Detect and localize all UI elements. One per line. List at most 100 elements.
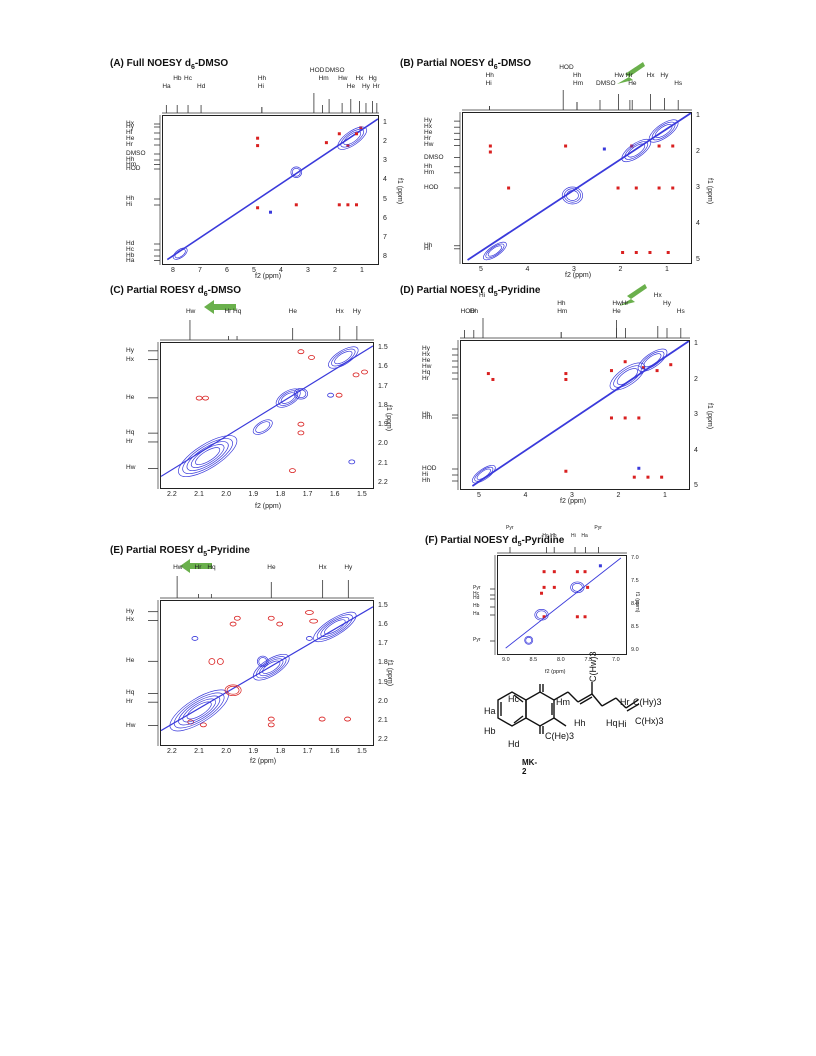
- contour-ring: [295, 389, 307, 399]
- negative-crosspeak: [564, 469, 568, 473]
- panel-e-ytick: 1.6: [378, 621, 388, 629]
- contour-ring: [561, 186, 583, 205]
- panel-b-xtick: 5: [479, 266, 483, 273]
- panel-d-left-label: Hm: [422, 414, 433, 421]
- panel-b-xtick: 1: [665, 266, 669, 273]
- contour-ring: [654, 124, 673, 138]
- panel-f-left-label: Ha: [473, 611, 480, 617]
- negative-crosspeak: [352, 372, 360, 378]
- panel-f-xlabel: f2 (ppm): [545, 669, 566, 675]
- panel-f-ytick: 9.0: [631, 647, 639, 653]
- contour-ring: [524, 635, 534, 645]
- panel-c-top-label: Hy: [352, 308, 361, 315]
- panel-a-left-label: Ha: [126, 256, 135, 264]
- panel-b-ytick: 3: [696, 184, 700, 191]
- panel-a-top-trace: [162, 93, 379, 114]
- panel-f-xtick: 9.0: [502, 657, 510, 663]
- positive-crosspeak: [348, 459, 356, 465]
- panel-e-title: (E) Partial ROESY d5-Pyridine: [110, 545, 250, 558]
- contour-ring: [334, 350, 353, 365]
- contour-ring: [340, 128, 365, 148]
- panel-d-left-label: Hy: [422, 345, 430, 352]
- negative-crosspeak: [346, 144, 350, 148]
- panel-a-top-label: Hr: [372, 83, 380, 90]
- struct-hi: Hi: [618, 719, 627, 729]
- panel-b-ytick: 1: [696, 112, 700, 119]
- panel-b-top-label: Hh: [485, 72, 494, 79]
- panel-f-left-label: Pyr: [473, 637, 481, 643]
- contour-ring: [278, 390, 299, 406]
- green-arrow-icon: [204, 300, 236, 314]
- panel-d-xtick: 2: [616, 492, 621, 499]
- contour-ring: [643, 353, 662, 368]
- contour-ring: [328, 346, 359, 369]
- panel-b-left-label: Hx: [424, 123, 432, 131]
- panel-c-left-label: Hx: [126, 355, 134, 363]
- positive-crosspeak: [327, 392, 335, 398]
- negative-crosspeak: [507, 186, 511, 190]
- panel-d-top-label: HOD: [460, 308, 476, 315]
- panel-a-title: (A) Full NOESY d6-DMSO: [110, 58, 229, 71]
- panel-c-xtick: 2.0: [221, 491, 232, 498]
- panel-f-ytick: 8.0: [631, 601, 639, 607]
- negative-crosspeak: [256, 144, 260, 148]
- panel-a-top-label: Hg: [368, 75, 377, 82]
- panel-f-plot: [497, 555, 627, 655]
- negative-crosspeak: [297, 430, 305, 436]
- contour-ring: [609, 362, 646, 391]
- contour-ring: [291, 167, 301, 177]
- molecule-drawing: [497, 682, 640, 734]
- contour-ring: [534, 609, 549, 621]
- contour-ring: [621, 138, 652, 163]
- panel-d-top-label: He: [612, 308, 621, 315]
- diagonal-peak-line: [471, 341, 689, 487]
- panel-c-ytick: 2.2: [378, 479, 388, 486]
- diagonal-peak-line: [505, 557, 622, 649]
- panel-a-ylabel: f1 (ppm): [396, 178, 403, 205]
- panel-b-top-label: Hy: [660, 72, 669, 79]
- negative-crosspeak: [641, 366, 645, 370]
- panel-e-xtick: 1.8: [275, 748, 286, 755]
- panel-a-left-label: Hh: [126, 195, 135, 202]
- panel-b-left-label: Hi: [424, 244, 431, 252]
- contour-ring: [648, 119, 679, 143]
- panel-f-top-label: Hb: [550, 533, 557, 539]
- contour-ring: [331, 348, 356, 367]
- panel-f-ytick: 7.5: [631, 578, 639, 584]
- panel-c-xlabel: f2 (ppm): [255, 503, 282, 510]
- panel-d-top-label: Hx: [653, 292, 662, 299]
- struct-hh: Hh: [574, 718, 586, 728]
- panel-e-xtick: 1.5: [357, 748, 367, 755]
- struct-hc: Hc: [508, 694, 519, 704]
- panel-c-left-label: Hw: [126, 464, 136, 472]
- panel-d-xlabel: f2 (ppm): [560, 498, 587, 505]
- panel-e-ytick: 2.2: [378, 736, 388, 743]
- contour-ring: [525, 636, 533, 644]
- contour-ring: [186, 701, 212, 720]
- negative-crosspeak: [308, 355, 315, 360]
- contour-ring: [320, 616, 350, 637]
- panel-b-left-label: DMSO: [424, 153, 444, 161]
- panel-b-xtick: 3: [572, 266, 576, 273]
- panel-c-ytick: 1.7: [378, 382, 388, 390]
- panel-e-ytick: 1.7: [378, 640, 388, 648]
- panel-a-ytick: 5: [383, 195, 387, 203]
- contour-ring: [173, 692, 225, 729]
- panel-a-left-label: HOD: [126, 165, 141, 172]
- negative-crosspeak: [634, 186, 638, 190]
- contour-ring: [313, 611, 357, 643]
- panel-c-top-label: Hw: [185, 308, 196, 315]
- panel-d-left-label: Hw: [422, 363, 432, 370]
- struct-hr: Hr: [620, 697, 630, 707]
- panel-e-ytick: 1.8: [378, 659, 388, 667]
- panel-a-ytick: 1: [383, 119, 387, 126]
- negative-crosspeak: [634, 251, 638, 254]
- panel-b-left-label: Hh: [424, 162, 433, 170]
- contour-ring: [627, 143, 646, 158]
- panel-e-left-label: Hw: [126, 721, 136, 729]
- panel-d-left-label: Hr: [422, 375, 429, 382]
- negative-crosspeak: [552, 585, 556, 589]
- positive-crosspeak: [269, 210, 272, 214]
- panel-d-top-label: Hm: [557, 308, 568, 315]
- positive-crosspeak: [191, 636, 199, 641]
